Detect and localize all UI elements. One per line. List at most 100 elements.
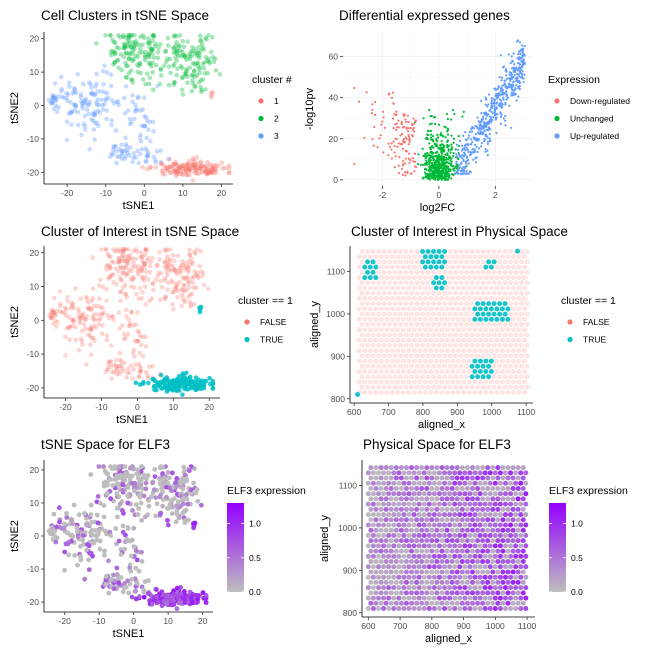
spot-false (434, 296, 439, 301)
spot-expression (488, 596, 493, 601)
spot-false (373, 369, 378, 374)
data-point-up (515, 84, 517, 86)
color-bar-label: 0.0 (249, 587, 261, 597)
spot-false (489, 275, 494, 280)
spot-false (461, 317, 466, 322)
data-point-false (55, 309, 60, 314)
spot-false (505, 338, 510, 343)
spot-false (431, 312, 436, 317)
spot-false (398, 270, 403, 275)
spot-expression (391, 512, 396, 517)
spot-expression (373, 528, 378, 533)
spot-false (412, 306, 417, 311)
data-point-up (466, 157, 468, 159)
data-point-up (460, 163, 462, 165)
data-point-expression (166, 470, 171, 475)
y-tick-label: 800 (343, 608, 357, 618)
data-point-up (491, 99, 493, 101)
data-point-unchanged (435, 160, 437, 162)
data-point-unchanged (453, 138, 455, 140)
spot-expression (381, 585, 386, 590)
spot-false (371, 280, 376, 285)
data-point-false (126, 247, 131, 252)
data-point-cluster-2 (198, 65, 203, 70)
spot-false (470, 353, 475, 358)
spot-expression (368, 569, 373, 574)
data-point-expression (105, 482, 110, 487)
spot-expression (495, 590, 500, 595)
spot-false (398, 249, 403, 254)
spot-false (406, 338, 411, 343)
data-point-cluster-3 (79, 95, 84, 100)
spot-false (398, 259, 403, 264)
spot-expression (414, 580, 419, 585)
data-point-expression (146, 591, 151, 596)
spot-expression (503, 491, 508, 496)
spot-expression (419, 590, 424, 595)
spot-false (395, 296, 400, 301)
spot-expression (422, 564, 427, 569)
spot-expression (406, 491, 411, 496)
spot-false (483, 327, 488, 332)
data-point-expression (155, 501, 160, 506)
data-point-expression (146, 473, 151, 478)
spot-false (404, 259, 409, 264)
data-point-up (465, 170, 467, 172)
data-point-cluster-3 (94, 81, 99, 86)
legend-label: 2 (274, 114, 279, 124)
spot-expression (495, 580, 500, 585)
data-point-expression (193, 521, 198, 526)
spot-expression (511, 569, 516, 574)
spot-expression (500, 507, 505, 512)
spot-expression (483, 512, 488, 517)
data-point-down (358, 101, 360, 103)
spot-expression (399, 476, 404, 481)
data-point-cluster-3 (134, 108, 139, 113)
spot-expression (490, 590, 495, 595)
spot-false (448, 332, 453, 337)
spot-expression (447, 543, 452, 548)
data-point-expression (175, 586, 180, 591)
spot-expression (419, 528, 424, 533)
spot-false (373, 296, 378, 301)
spot-false (373, 379, 378, 384)
data-point-cluster-1 (187, 163, 192, 168)
y-tick-label: -20 (27, 597, 40, 607)
data-point-false (175, 289, 180, 294)
spot-true (481, 301, 486, 306)
data-point-unchanged (431, 162, 433, 164)
data-point-down (404, 118, 406, 120)
data-point-unchanged (455, 148, 457, 150)
spot-expression (389, 486, 394, 491)
data-point-cluster-2 (190, 89, 195, 94)
data-point-false (182, 299, 187, 304)
spot-expression (478, 533, 483, 538)
spot-false (503, 280, 508, 285)
spot-expression (508, 502, 513, 507)
data-point-expression (120, 482, 125, 487)
spot-expression (452, 585, 457, 590)
data-point-expression (104, 574, 109, 579)
spot-false (503, 353, 508, 358)
spot-false (357, 348, 362, 353)
data-point-unchanged (448, 177, 450, 179)
data-point-cluster-1 (190, 178, 195, 183)
data-point-cluster-3 (144, 159, 149, 164)
spot-expression (384, 580, 389, 585)
spot-expression (412, 502, 417, 507)
spot-false (478, 348, 483, 353)
spot-expression (467, 554, 472, 559)
spot-expression (457, 564, 462, 569)
spot-expression (500, 476, 505, 481)
spot-false (398, 312, 403, 317)
spot-expression (490, 517, 495, 522)
data-point-down (363, 137, 365, 139)
spot-expression (404, 559, 409, 564)
spot-false (448, 385, 453, 390)
spot-false (423, 275, 428, 280)
spot-false (483, 379, 488, 384)
data-point-cluster-2 (173, 33, 178, 38)
data-point-unchanged (445, 136, 447, 138)
data-point-cluster-2 (167, 64, 172, 69)
spot-false (459, 291, 464, 296)
